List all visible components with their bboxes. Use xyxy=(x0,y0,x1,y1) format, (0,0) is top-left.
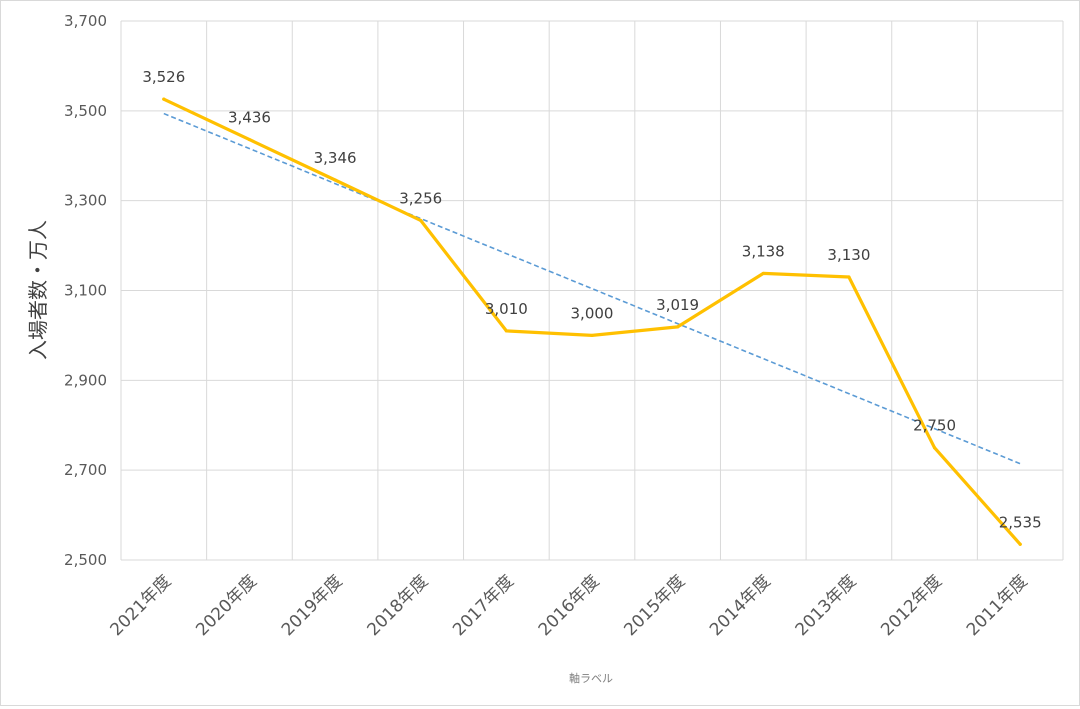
data-label: 2,750 xyxy=(913,417,956,435)
trendline xyxy=(163,112,1021,465)
data-point xyxy=(847,275,851,279)
y-tick-label: 3,500 xyxy=(64,102,107,120)
y-tick-label: 2,900 xyxy=(64,371,107,389)
x-tick-label: 2017年度 xyxy=(449,571,518,640)
data-point xyxy=(1018,542,1022,546)
y-tick-label: 3,100 xyxy=(64,282,107,300)
y-tick-label: 3,300 xyxy=(64,192,107,210)
y-axis-ticks: 2,500 2,700 2,900 3,100 3,300 3,500 3,700 xyxy=(64,12,107,569)
data-label: 3,346 xyxy=(314,149,357,167)
y-tick-label: 2,500 xyxy=(64,551,107,569)
x-tick-label: 2016年度 xyxy=(535,571,604,640)
data-label: 3,019 xyxy=(656,296,699,314)
x-tick-label: 2013年度 xyxy=(792,571,861,640)
data-point xyxy=(419,218,423,223)
x-tick-label: 2019年度 xyxy=(278,571,347,640)
data-point xyxy=(932,446,937,450)
x-axis-title: 軸ラベル xyxy=(569,671,613,685)
y-tick-label: 2,700 xyxy=(64,461,107,479)
x-tick-label: 2014年度 xyxy=(706,571,775,640)
x-tick-label: 2020年度 xyxy=(192,571,261,640)
gridlines xyxy=(120,20,1064,561)
data-label: 3,436 xyxy=(228,109,271,127)
data-point xyxy=(590,333,594,338)
data-label: 3,526 xyxy=(142,68,185,86)
data-label: 3,000 xyxy=(571,304,614,322)
x-tick-label: 2021年度 xyxy=(107,571,176,640)
y-axis-title: 入場者数・万人 xyxy=(26,220,50,360)
data-label: 3,010 xyxy=(485,300,528,318)
series-layer xyxy=(162,97,1022,546)
x-tick-label: 2012年度 xyxy=(877,571,946,640)
data-label: 2,535 xyxy=(999,513,1042,531)
y-tick-label: 3,700 xyxy=(64,12,107,30)
data-point xyxy=(162,97,166,101)
data-label: 3,138 xyxy=(742,242,785,260)
data-label: 3,130 xyxy=(827,246,870,264)
x-tick-label: 2015年度 xyxy=(620,571,689,640)
x-axis-ticks: 2021年度 2020年度 2019年度 2018年度 2017年度 2016年度 2015… xyxy=(107,571,1032,640)
trendline-layer xyxy=(163,112,1021,465)
x-tick-label: 2018年度 xyxy=(363,571,432,640)
data-point xyxy=(676,325,680,329)
data-point xyxy=(333,178,337,182)
data-label: 3,256 xyxy=(399,189,442,207)
data-labels: 3,526 3,436 3,346 3,256 3,010 3,000 3,019 3,138… xyxy=(142,68,1041,531)
data-point xyxy=(761,271,765,276)
data-point xyxy=(247,137,252,142)
x-tick-label: 2011年度 xyxy=(963,571,1032,640)
data-point xyxy=(504,329,508,333)
